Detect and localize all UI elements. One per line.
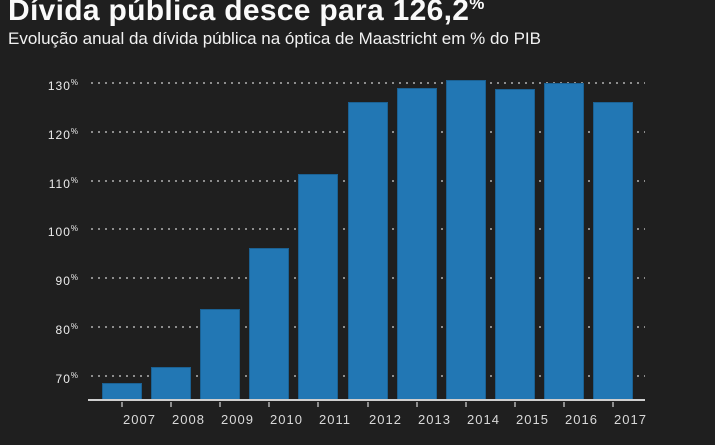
bar-2015 (495, 89, 535, 400)
y-axis-tick-unit: % (70, 127, 78, 136)
x-tick-2007 (121, 402, 123, 407)
x-axis-label-2012: 2012 (369, 412, 402, 427)
y-axis-tick-value: 120 (47, 128, 71, 142)
y-axis-tick-unit: % (70, 78, 78, 87)
y-axis-label-70: 70% (30, 368, 78, 387)
x-axis-label-2008: 2008 (172, 412, 205, 427)
chart-subtitle: Evolução anual da dívida pública na ópti… (8, 29, 541, 48)
x-tick-2014 (465, 402, 467, 407)
bar-2009 (200, 309, 240, 400)
y-axis-tick-unit: % (70, 322, 78, 331)
y-axis-label-80: 80% (30, 319, 78, 338)
x-axis-label-2007: 2007 (123, 412, 156, 427)
y-axis-tick-unit: % (70, 176, 78, 185)
x-axis-label-2014: 2014 (467, 412, 500, 427)
y-axis-tick-value: 130 (47, 79, 71, 93)
bar-2011 (298, 174, 338, 400)
bar-2016 (544, 83, 584, 400)
bar-2007 (102, 383, 142, 400)
bar-2013 (397, 88, 437, 400)
bar-2017 (593, 102, 633, 400)
x-tick-2013 (416, 402, 418, 407)
x-axis-label-2015: 2015 (516, 412, 549, 427)
y-axis-tick-value: 80 (55, 323, 71, 337)
chart-title-text: Dívida pública desce para 126,2 (8, 0, 470, 27)
bar-2010 (249, 248, 289, 400)
chart-title: Dívida pública desce para 126,2% (8, 0, 485, 26)
bar-2014 (446, 80, 486, 400)
y-axis-label-100: 100% (30, 221, 78, 240)
x-tick-2011 (317, 402, 319, 407)
x-axis-label-2016: 2016 (565, 412, 598, 427)
x-axis-label-2011: 2011 (319, 412, 351, 427)
x-tick-2017 (612, 402, 614, 407)
x-tick-2012 (367, 402, 369, 407)
x-axis-label-2013: 2013 (418, 412, 451, 427)
x-tick-2010 (268, 402, 270, 407)
y-axis-label-110: 110% (30, 173, 78, 192)
x-axis-label-2017: 2017 (614, 412, 647, 427)
y-axis-tick-value: 100 (47, 225, 71, 239)
y-axis-tick-value: 110 (48, 177, 71, 191)
y-axis-tick-unit: % (70, 273, 78, 282)
gridline-130 (91, 82, 645, 84)
x-axis-label-2009: 2009 (221, 412, 254, 427)
y-axis-tick-unit: % (70, 224, 78, 233)
x-tick-2008 (170, 402, 172, 407)
bar-2008 (151, 367, 191, 400)
y-axis-label-120: 120% (30, 124, 78, 143)
percent-symbol: % (469, 0, 485, 13)
x-axis-line (88, 399, 645, 401)
x-tick-2016 (563, 402, 565, 407)
x-tick-2015 (514, 402, 516, 407)
y-axis-tick-value: 90 (55, 274, 71, 288)
x-axis-label-2010: 2010 (270, 412, 303, 427)
y-axis-tick-value: 70 (55, 372, 71, 386)
x-tick-2009 (219, 402, 221, 407)
bar-2012 (348, 102, 388, 400)
y-axis-label-90: 90% (30, 270, 78, 289)
y-axis-tick-unit: % (70, 371, 78, 380)
y-axis-label-130: 130% (30, 75, 78, 94)
